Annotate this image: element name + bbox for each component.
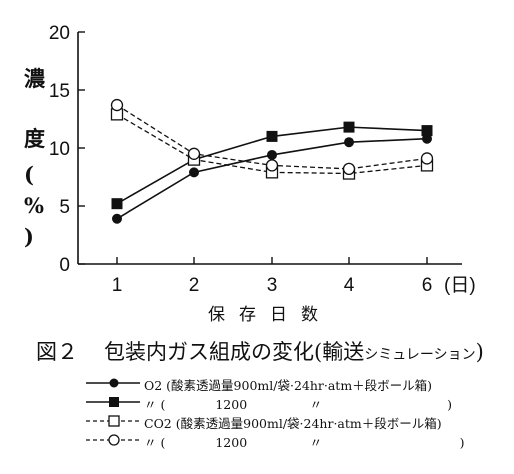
- data-point: [343, 121, 355, 133]
- y-axis-label-char: ): [24, 224, 34, 249]
- caption-title-end: ): [475, 340, 484, 364]
- caption-number: 図２: [36, 340, 78, 364]
- y-tick-label: 5: [59, 197, 70, 218]
- legend-item-o2-1200: 〃 ( 1200 〃 ): [86, 393, 506, 412]
- legend-label: 〃 ( 1200 〃 ): [144, 397, 453, 412]
- legend-swatch-filled-circle: [86, 378, 140, 388]
- series-o2-900: [112, 133, 432, 224]
- data-point: [267, 149, 277, 160]
- data-point: [420, 152, 434, 165]
- series-layer: [110, 98, 434, 224]
- y-axis-label-char: 度: [24, 126, 45, 151]
- data-point: [266, 130, 278, 142]
- data-point: [421, 125, 433, 137]
- x-tick-label: 4: [344, 275, 355, 296]
- y-tick-label: 10: [49, 139, 70, 160]
- legend-label: 〃 ( 1200 〃 ): [144, 435, 465, 450]
- x-axis-unit: (日): [444, 275, 476, 296]
- y-axis-ticks: 0 5 10 15 20: [49, 23, 85, 276]
- series-co2-1200: [110, 98, 434, 176]
- y-tick-label: 15: [49, 81, 70, 102]
- legend-swatch-open-circle: [86, 434, 140, 446]
- data-point: [112, 213, 122, 224]
- data-point: [111, 198, 123, 210]
- data-point: [189, 167, 199, 178]
- legend: O2 (酸素透過量900ml/袋·24hr·atm＋段ボール箱) 〃 ( 120…: [86, 374, 506, 450]
- data-point: [110, 98, 124, 112]
- x-tick-label: 1: [112, 275, 123, 296]
- y-axis-label-char: 濃: [24, 66, 46, 91]
- y-axis-label-char: %: [24, 193, 44, 218]
- legend-label: O2 (酸素透過量900ml/袋·24hr·atm＋段ボール箱): [144, 378, 433, 393]
- data-point: [187, 147, 201, 160]
- caption-title-small: シミュレーション: [364, 347, 476, 363]
- legend-item-o2-900: O2 (酸素透過量900ml/袋·24hr·atm＋段ボール箱): [86, 374, 506, 393]
- data-point: [342, 162, 356, 176]
- x-tick-label: 2: [189, 275, 200, 296]
- legend-swatch-filled-square: [86, 397, 140, 407]
- x-axis-label: 保存日数: [208, 305, 332, 325]
- x-axis-ticks: 1 2 3 4 6: [112, 257, 433, 296]
- figure-caption: 図２ 包装内ガス組成の変化(輸送シミュレーション): [36, 336, 484, 366]
- line-chart: 濃度 (%) 0 5 10 15 20 1 2 3 4 6 (日) 保存日数: [24, 23, 476, 325]
- legend-item-co2-900: CO2 (酸素透過量900ml/袋·24hr·atm＋段ボール箱): [86, 412, 506, 431]
- y-tick-label: 20: [49, 23, 70, 44]
- data-point: [265, 159, 279, 172]
- legend-label: CO2 (酸素透過量900ml/袋·24hr·atm＋段ボール箱): [144, 416, 442, 431]
- data-point: [422, 133, 432, 144]
- legend-item-co2-1200: 〃 ( 1200 〃 ): [86, 431, 506, 450]
- x-tick-label: 3: [267, 275, 278, 296]
- y-axis-label-char: (: [24, 162, 34, 187]
- data-point: [344, 137, 354, 148]
- y-axis-label: 濃度 (%): [24, 66, 46, 249]
- y-tick-label: 0: [59, 255, 70, 276]
- x-tick-label: 6: [422, 275, 433, 296]
- legend-swatch-open-square: [86, 415, 140, 427]
- caption-title: 包装内ガス組成の変化(輸送: [104, 340, 365, 364]
